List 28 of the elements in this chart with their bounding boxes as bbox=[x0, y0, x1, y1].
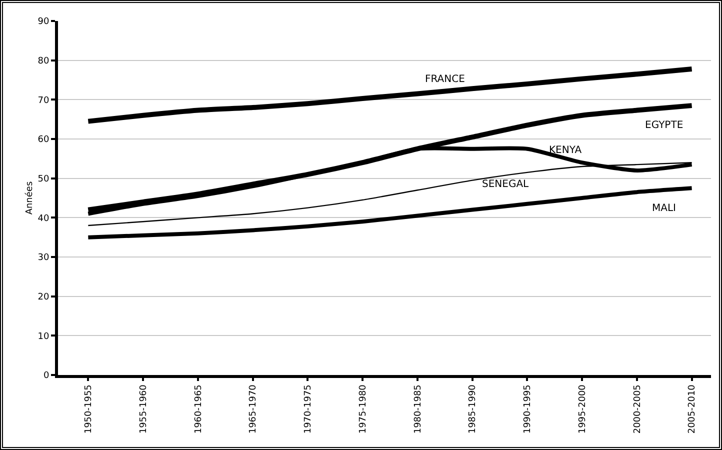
x-tick-label: 1990-1995 bbox=[523, 384, 534, 434]
y-tick-label: 20 bbox=[38, 292, 50, 302]
x-tick-label: 1955-1960 bbox=[138, 384, 149, 434]
x-tick-label: 1960-1965 bbox=[194, 384, 204, 434]
x-tick-label: 1950-1955 bbox=[84, 384, 94, 434]
y-tick-label: 60 bbox=[38, 135, 50, 146]
x-tick-label: 1970-1975 bbox=[304, 384, 314, 434]
y-tick-label: 50 bbox=[38, 174, 50, 184]
series-label: MALI bbox=[652, 203, 676, 214]
y-axis-title: Années bbox=[24, 181, 36, 215]
y-tick-label: 10 bbox=[38, 332, 50, 342]
y-tick-label: 40 bbox=[38, 214, 50, 224]
x-tick-label: 2005-2010 bbox=[688, 384, 698, 434]
y-tick-label: 0 bbox=[43, 371, 50, 382]
series-label: SENEGAL bbox=[482, 179, 530, 190]
y-tick-label: 80 bbox=[38, 56, 50, 66]
y-tick-label: 90 bbox=[38, 17, 50, 28]
x-tick-label: 2000-2005 bbox=[632, 384, 643, 434]
x-tick-label: 1980-1985 bbox=[413, 384, 424, 434]
x-tick-label: 1975-1980 bbox=[358, 384, 368, 434]
series-label: EGYPTE bbox=[645, 120, 684, 131]
y-tick-label: 70 bbox=[38, 96, 50, 106]
x-tick-label: 1985-1990 bbox=[468, 384, 478, 434]
y-tick-label: 30 bbox=[38, 253, 50, 264]
x-tick-label: 1965-1970 bbox=[248, 384, 259, 434]
series-label: FRANCE bbox=[425, 74, 465, 85]
x-tick-label: 1995-2000 bbox=[578, 384, 588, 434]
series-label: KENYA bbox=[549, 145, 582, 156]
